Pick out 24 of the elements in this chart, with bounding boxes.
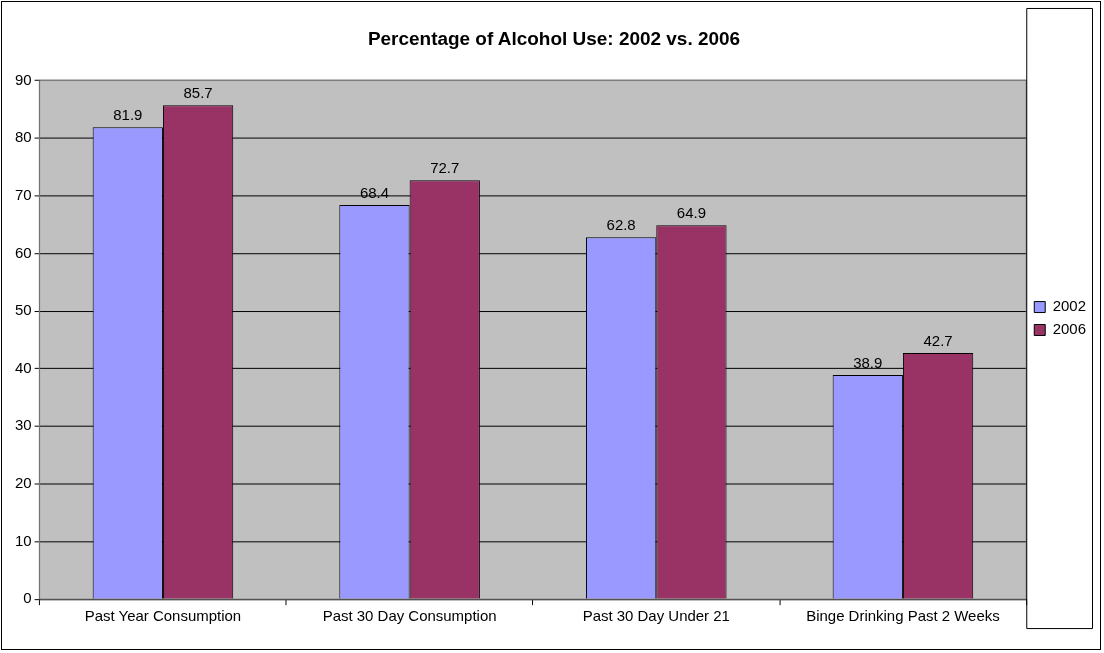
data-label: 64.9: [676, 203, 706, 221]
x-tick-label: Binge Drinking Past 2 Weeks: [806, 607, 1000, 625]
y-tick-label: 90: [14, 70, 32, 88]
data-label: 85.7: [183, 84, 213, 101]
chart-title: Percentage of Alcohol Use: 2002 vs. 2006: [367, 27, 741, 49]
y-tick-label: 10: [14, 531, 32, 549]
y-tick-label: 40: [14, 358, 32, 376]
x-tick-label: Past 30 Day Consumption: [322, 607, 497, 625]
legend-label: 2006: [1052, 320, 1086, 338]
data-label: 62.8: [606, 215, 636, 233]
y-tick-label: 60: [14, 243, 32, 261]
y-tick-label: 70: [14, 185, 32, 203]
y-tick-label: 50: [14, 301, 32, 319]
x-tick-label: Past 30 Day Under 21: [582, 607, 730, 625]
x-tick-label: Past Year Consumption: [84, 607, 242, 625]
y-tick-label: 20: [14, 474, 32, 492]
y-tick-label: 30: [14, 416, 32, 434]
data-label: 81.9: [113, 105, 143, 123]
data-label: 72.7: [430, 158, 460, 176]
y-tick-label: 0: [23, 589, 32, 607]
data-label: 38.9: [853, 353, 883, 371]
data-label: 42.7: [923, 331, 953, 349]
legend-label: 2002: [1052, 297, 1086, 315]
y-tick-label: 80: [14, 128, 32, 146]
